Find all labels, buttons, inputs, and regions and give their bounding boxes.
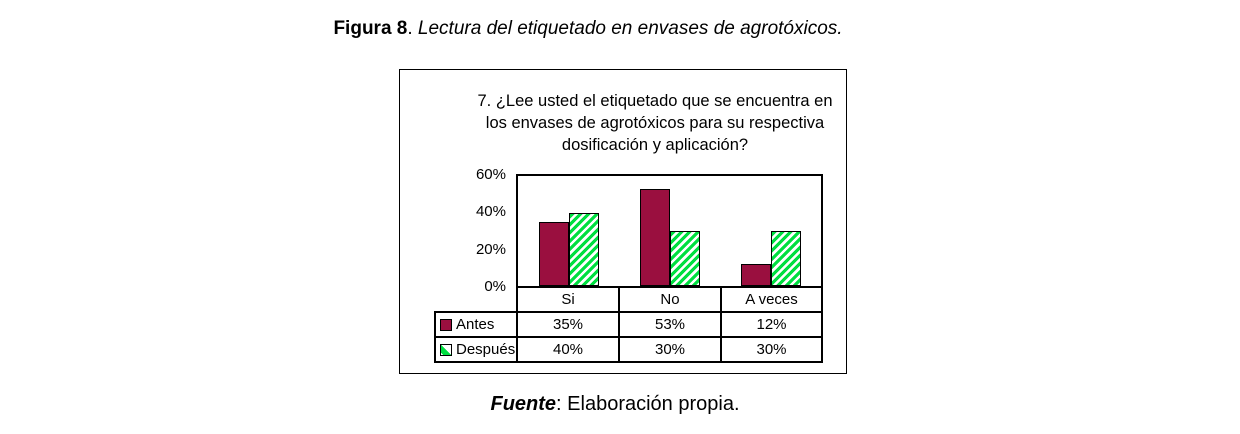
legend-cell-despues: Después [434,336,518,363]
chart-title-line: los envases de agrotóxicos para su respe… [485,114,825,132]
source-note-label: Fuente [490,393,557,415]
chart-frame: 7. ¿Lee usted el etiquetado que se encue… [399,69,847,374]
chart-title-line: 7. ¿Lee usted el etiquetado que se encue… [477,92,833,110]
value-cell-antes-no: 53% [618,311,722,338]
legend-cell-antes: Antes [434,311,518,338]
bar-group-no [619,176,720,286]
value-cell-antes-si: 35% [516,311,620,338]
figure-caption-text: Lectura del etiquetado en envases de agr… [417,18,843,39]
category-header-a-veces: A veces [720,286,823,313]
legend-key-despues [440,343,452,356]
bar-despues-a-veces [770,231,801,286]
legend-label-despues: Después [456,341,516,358]
bar-antes-si [538,222,569,286]
y-axis-tick-label: 20% [475,241,506,258]
figure-caption: Figura 8. Lectura del etiquetado en enva… [0,16,1176,42]
category-header-no: No [618,286,722,313]
chart-title-line: dosificación y aplicación? [561,136,749,154]
value-cell-despues-si: 40% [516,336,620,363]
bar-antes-no [639,189,670,286]
legend-key-antes [440,318,452,331]
value-cell-antes-a-veces: 12% [720,311,823,338]
figure-caption-label: Figura 8 [333,18,408,39]
bar-despues-si [568,213,599,286]
value-cell-despues-no: 30% [618,336,722,363]
legend-label-antes: Antes [456,316,495,333]
plot-area [516,174,823,288]
chart-title: 7. ¿Lee usted el etiquetado que se encue… [470,90,840,156]
category-header-si: Si [516,286,620,313]
source-note: Fuente: Elaboración propia. [0,391,1230,417]
y-axis-tick-label: 0% [484,278,506,295]
y-axis-tick-label: 40% [475,203,506,220]
y-axis-tick-label: 60% [475,166,506,183]
source-note-text: : Elaboración propia. [556,393,740,415]
figure-caption-separator: . [407,18,418,39]
bar-despues-no [669,231,700,286]
bar-antes-a-veces [740,264,771,286]
bar-group-si [518,176,619,286]
bar-group-a-veces [720,176,821,286]
value-cell-despues-a-veces: 30% [720,336,823,363]
